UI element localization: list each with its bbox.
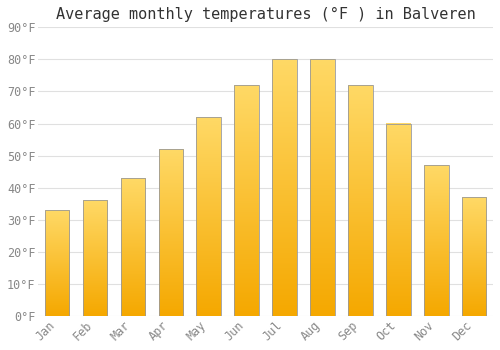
- Title: Average monthly temperatures (°F ) in Balveren: Average monthly temperatures (°F ) in Ba…: [56, 7, 476, 22]
- Bar: [310, 60, 335, 316]
- Bar: [424, 165, 448, 316]
- Bar: [348, 85, 372, 316]
- Bar: [45, 210, 70, 316]
- Bar: [234, 85, 259, 316]
- Bar: [386, 124, 410, 316]
- Bar: [196, 117, 221, 316]
- Bar: [272, 60, 297, 316]
- Bar: [158, 149, 183, 316]
- Bar: [120, 178, 146, 316]
- Bar: [462, 197, 486, 316]
- Bar: [83, 201, 108, 316]
